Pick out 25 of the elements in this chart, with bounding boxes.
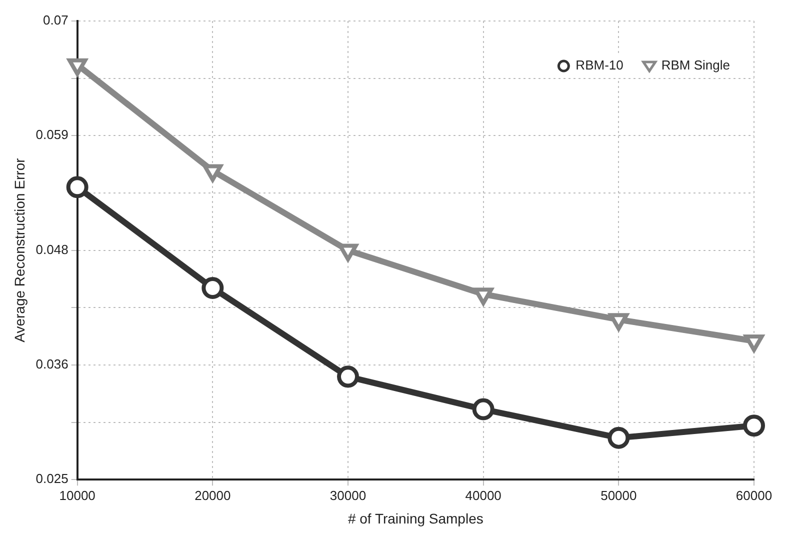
point (474, 288, 494, 306)
point (202, 277, 224, 300)
point (608, 426, 630, 449)
point (66, 176, 88, 198)
x-axis-title: # of Training Samples (348, 510, 484, 526)
y-tick-label: 0.059 (36, 127, 68, 142)
x-tick-label: 20000 (194, 488, 231, 503)
point (68, 58, 88, 76)
x-tick-label: 50000 (600, 488, 637, 503)
x-tick-label: 30000 (330, 488, 366, 503)
x-tick-label: 40000 (465, 488, 502, 503)
x-tick-label: 60000 (736, 488, 772, 503)
legend-label: RBM-10 (576, 58, 624, 73)
point (472, 398, 494, 420)
point (338, 244, 358, 262)
x-tick-label: 10000 (59, 488, 96, 503)
y-tick-label: 0.048 (36, 242, 68, 257)
y-tick-label: 0.025 (36, 471, 68, 486)
y-axis-title: Average Reconstruction Error (11, 158, 28, 342)
y-tick-label: 0.07 (43, 12, 68, 28)
point (743, 414, 765, 437)
point (202, 164, 222, 182)
point (337, 366, 359, 388)
legend-label: RBM Single (661, 58, 730, 73)
y-tick-label: 0.036 (36, 356, 68, 372)
